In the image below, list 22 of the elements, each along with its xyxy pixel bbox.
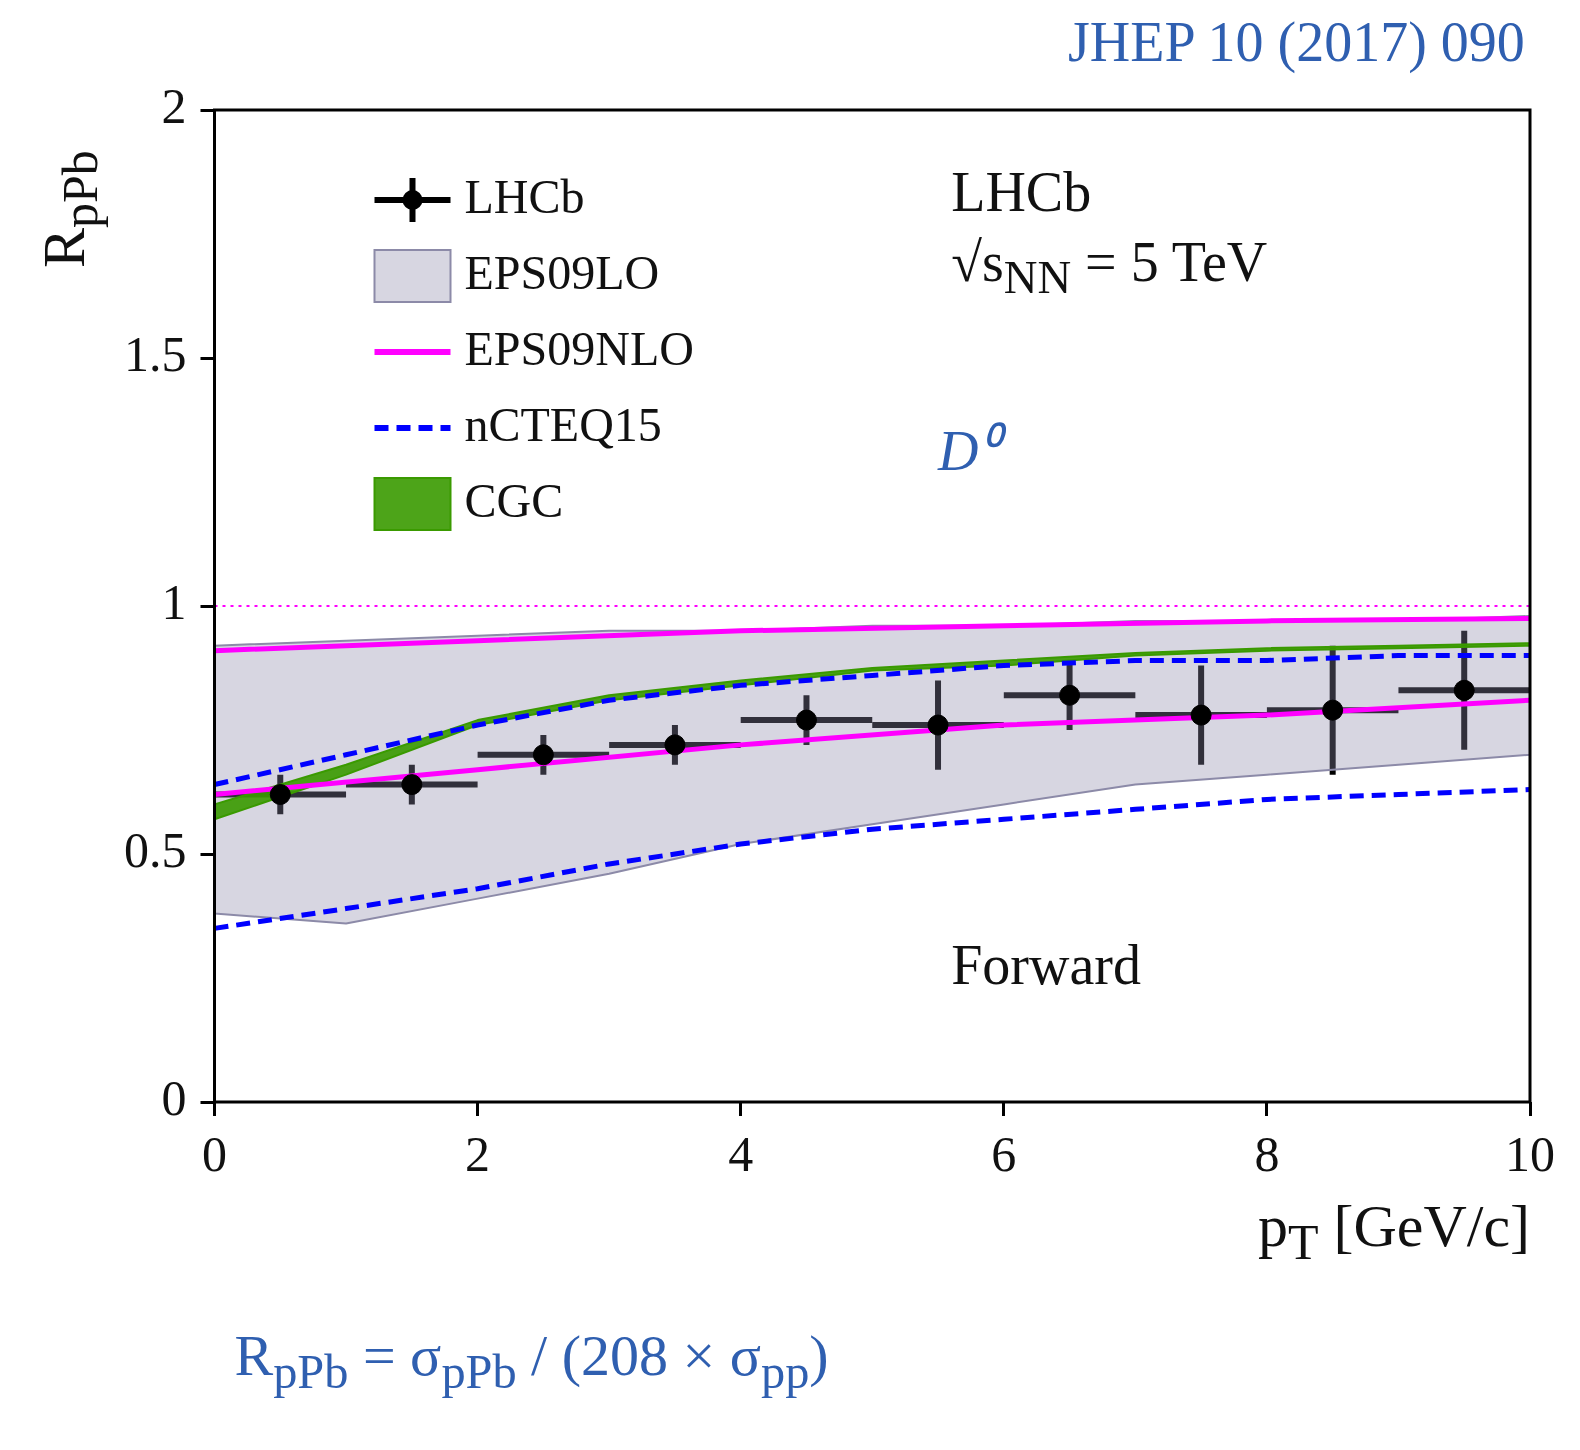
x-tick-label: 0 — [202, 1126, 227, 1183]
annotation: Forward — [951, 933, 1141, 998]
legend-label: nCTEQ15 — [464, 397, 662, 451]
y-tick-label: 1.5 — [124, 326, 187, 383]
text: JHEP 10 (2017) 090 — [1068, 10, 1525, 74]
x-tick-label: 10 — [1505, 1126, 1555, 1183]
y-tick-label: 2 — [161, 78, 187, 135]
y-tick-label: 0 — [161, 1070, 187, 1127]
x-axis-title: p$_{T}$ [GeV/c] — [1258, 1192, 1531, 1271]
annotation: LHCb — [951, 160, 1092, 224]
legend-label: LHCb — [464, 169, 585, 223]
x-tick-label: 6 — [991, 1126, 1017, 1183]
y-tick-label: 1 — [161, 574, 187, 631]
annotation: √s$_{NN}$ = 5 TeV — [951, 230, 1268, 305]
y-tick-label: 0.5 — [124, 822, 187, 879]
text: R$_{pPb}$ = σ$_{pPb}$ / (208 × σ$_{pp}$) — [234, 1322, 829, 1399]
x-tick-label: 4 — [728, 1126, 754, 1183]
x-tick-label: 2 — [465, 1126, 491, 1183]
legend-label: CGC — [464, 473, 564, 527]
legend-label: EPS09LO — [464, 245, 660, 299]
x-tick-label: 8 — [1254, 1126, 1280, 1183]
legend-label: EPS09NLO — [464, 321, 694, 375]
